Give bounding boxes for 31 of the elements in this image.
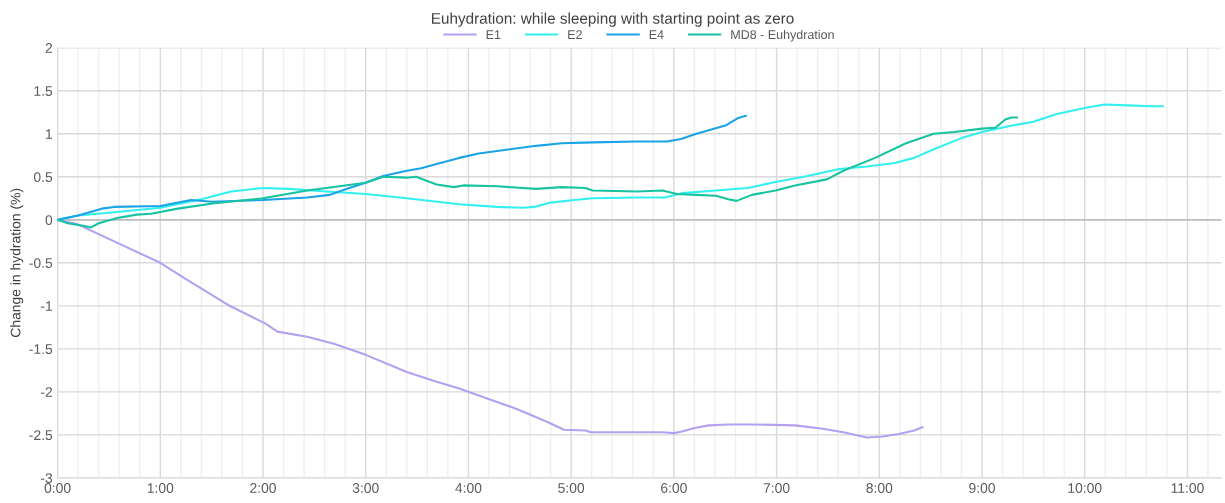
y-tick-label: 1.5 bbox=[34, 86, 53, 96]
x-tick-label: 0:00 bbox=[44, 483, 71, 493]
y-tick-label: 2 bbox=[45, 43, 53, 53]
x-tick-label: 1:00 bbox=[147, 483, 174, 493]
y-tick-label: -3 bbox=[40, 473, 53, 484]
line-series bbox=[57, 116, 1018, 229]
y-tick-label: 1 bbox=[46, 129, 53, 139]
y-tick-label: -0.5 bbox=[29, 258, 53, 268]
x-tick-label: 6:00 bbox=[661, 483, 687, 493]
y-tick-label: -2 bbox=[40, 387, 53, 397]
x-tick-label: 10:00 bbox=[1068, 483, 1102, 493]
legend-label: E1 bbox=[486, 30, 501, 39]
x-tick-label: 3:00 bbox=[352, 483, 379, 493]
line-series bbox=[57, 114, 747, 221]
y-tick-label: 0.5 bbox=[33, 172, 53, 182]
legend-label: MD8 - Euhydration bbox=[731, 29, 834, 42]
y-axis-title: Change in hydration (%) bbox=[10, 188, 24, 337]
chart-title: Euhydration: while sleeping with starting point as zero bbox=[432, 12, 794, 27]
x-tick-label: 4:00 bbox=[455, 483, 482, 493]
y-tick-label: -2.5 bbox=[29, 430, 53, 441]
y-tick-label: -1.5 bbox=[29, 344, 53, 354]
x-tick-label: 5:00 bbox=[558, 483, 585, 493]
legend-label: E2 bbox=[568, 30, 582, 39]
y-tick-label: 0 bbox=[45, 215, 53, 225]
x-tick-label: 11:00 bbox=[1171, 483, 1204, 493]
x-tick-label: 7:00 bbox=[763, 483, 790, 493]
x-tick-label: 9:00 bbox=[969, 483, 995, 493]
x-tick-label: 2:00 bbox=[250, 483, 276, 493]
legend-label: E4 bbox=[649, 30, 664, 39]
x-tick-label: 8:00 bbox=[866, 483, 893, 493]
y-tick-label: -1 bbox=[40, 301, 53, 311]
